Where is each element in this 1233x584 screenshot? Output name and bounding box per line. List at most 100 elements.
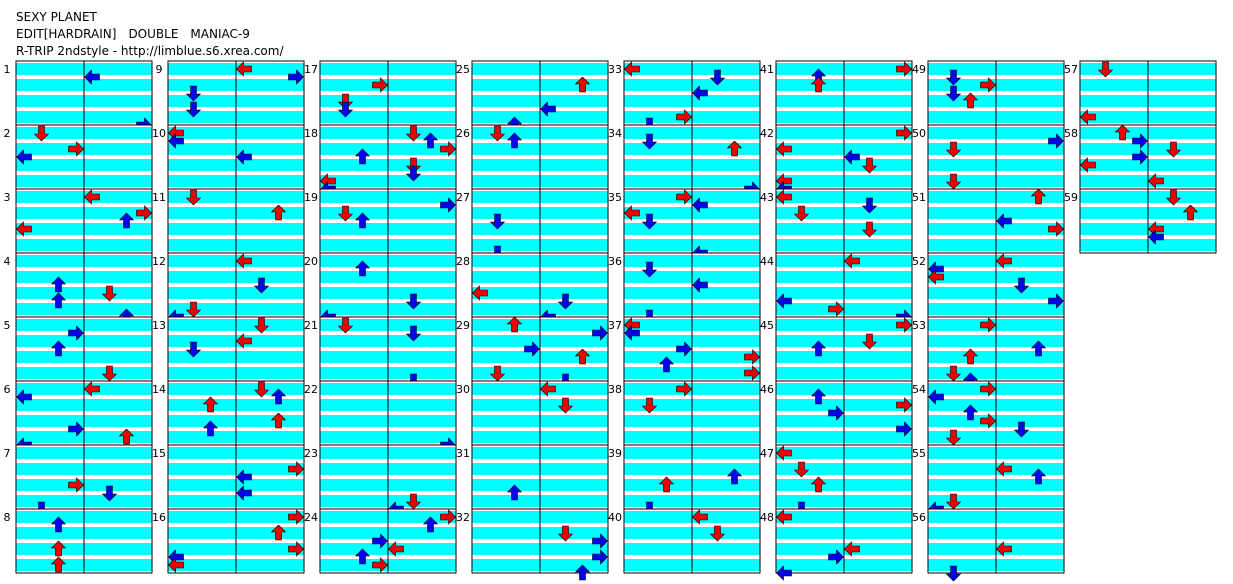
- step-arrow: [489, 365, 506, 382]
- measure-number: 57: [1064, 63, 1078, 76]
- step-arrow: [405, 157, 422, 174]
- step-arrow: [676, 341, 692, 357]
- step-arrow: [440, 141, 456, 157]
- measure: [775, 444, 913, 518]
- step-arrow: [168, 557, 184, 573]
- measure-number: 56: [912, 511, 926, 524]
- measure: [471, 252, 609, 325]
- step-arrow: [405, 165, 422, 182]
- measure: [319, 316, 457, 390]
- measure-number: 35: [608, 191, 622, 204]
- measure: [15, 316, 153, 382]
- step-arrow: [557, 293, 574, 310]
- measure-number: 20: [304, 255, 318, 268]
- step-arrow: [50, 556, 67, 573]
- step-arrow: [676, 381, 692, 397]
- step-arrow: [1114, 124, 1131, 141]
- measure: [471, 124, 609, 190]
- step-arrow: [422, 516, 439, 533]
- step-arrow: [996, 253, 1012, 269]
- step-arrow: [33, 125, 50, 142]
- step-arrow: [980, 413, 996, 429]
- step-arrow: [440, 509, 456, 525]
- step-arrow: [776, 141, 792, 157]
- step-arrow: [50, 516, 67, 533]
- step-arrow: [101, 365, 118, 382]
- step-arrow: [1048, 221, 1064, 237]
- step-arrow: [1080, 109, 1096, 125]
- step-arrow: [1048, 133, 1064, 149]
- step-arrow: [692, 277, 708, 293]
- step-arrow: [1048, 293, 1064, 309]
- step-arrow: [945, 429, 962, 446]
- step-arrow: [726, 468, 743, 485]
- measure-number: 59: [1064, 191, 1078, 204]
- step-arrow: [185, 341, 202, 358]
- step-arrow: [185, 85, 202, 102]
- measure-number: 43: [760, 191, 774, 204]
- step-arrow: [557, 397, 574, 414]
- measure: [15, 188, 153, 254]
- step-arrow: [692, 197, 708, 213]
- step-arrow: [101, 285, 118, 302]
- step-arrow: [928, 269, 944, 285]
- measure-number: 51: [912, 191, 926, 204]
- step-arrow: [84, 189, 100, 205]
- step-arrow: [1030, 468, 1047, 485]
- step-arrow: [962, 404, 979, 421]
- measure: [1079, 188, 1217, 254]
- step-arrow: [896, 317, 912, 333]
- measure-number: 54: [912, 383, 926, 396]
- step-arrow: [692, 509, 708, 525]
- step-arrow: [489, 125, 506, 142]
- step-arrow: [288, 69, 304, 85]
- measure-border: [319, 508, 457, 574]
- step-arrow: [16, 221, 32, 237]
- measure-number: 37: [608, 319, 622, 332]
- measure-number: 33: [608, 63, 622, 76]
- step-arrow: [236, 469, 252, 485]
- step-arrow: [185, 101, 202, 118]
- step-arrow: [288, 509, 304, 525]
- step-arrow: [896, 397, 912, 413]
- step-arrow: [1080, 157, 1096, 173]
- step-arrow: [354, 212, 371, 229]
- step-arrow: [658, 476, 675, 493]
- measure-number: 1: [4, 63, 11, 76]
- measure-number: 10: [152, 127, 166, 140]
- step-arrow: [896, 421, 912, 437]
- step-arrow: [658, 356, 675, 373]
- step-arrow: [489, 213, 506, 230]
- measure: [1079, 60, 1217, 126]
- measure-number: 4: [4, 255, 11, 268]
- measure-number: 24: [304, 511, 318, 524]
- step-arrow: [236, 149, 252, 165]
- measure-number: 29: [456, 319, 470, 332]
- step-arrow: [776, 509, 792, 525]
- step-arrow: [540, 381, 556, 397]
- measure-number: 25: [456, 63, 470, 76]
- measure: [1079, 124, 1217, 190]
- measure: [927, 444, 1065, 517]
- step-arrow: [440, 197, 456, 213]
- measure-number: 6: [4, 383, 11, 396]
- step-arrow: [1165, 189, 1182, 206]
- difficulty: EDIT[HARDRAIN] DOUBLE MANIAC-9: [16, 27, 250, 41]
- step-arrow: [16, 149, 32, 165]
- measure: [167, 508, 305, 574]
- measure-number: 14: [152, 383, 166, 396]
- measure-number: 46: [760, 383, 774, 396]
- measure-number: 47: [760, 447, 774, 460]
- step-arrow: [202, 396, 219, 413]
- measure: [927, 188, 1065, 254]
- measure: [319, 60, 457, 126]
- measure-number: 38: [608, 383, 622, 396]
- step-arrow: [828, 301, 844, 317]
- measure-number: 16: [152, 511, 166, 524]
- measure: [623, 380, 761, 446]
- step-arrow: [980, 317, 996, 333]
- measure-border: [167, 508, 305, 574]
- step-arrow: [945, 365, 962, 382]
- measure: [471, 380, 609, 446]
